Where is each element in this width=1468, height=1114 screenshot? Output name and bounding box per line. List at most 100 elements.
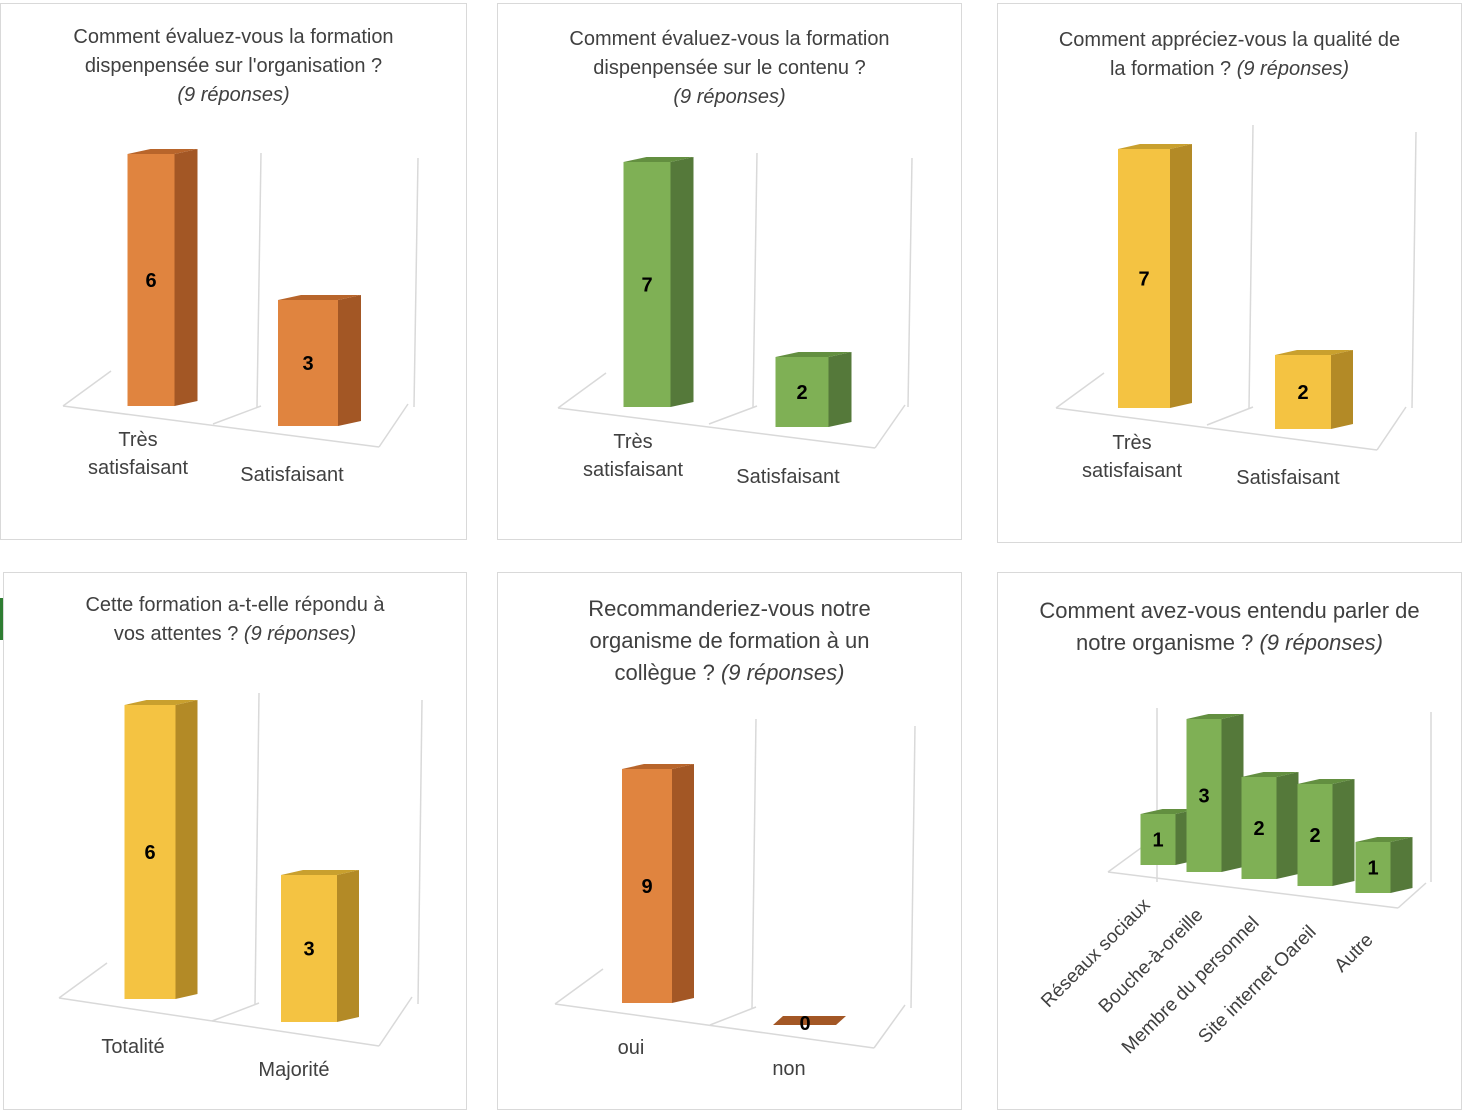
data-label: 0 [799,1013,810,1035]
chart-title-responses: (9 réponses) [720,659,845,685]
bar-top [1241,772,1299,777]
chart-title-text: Recommanderiez-vous notre organisme de f… [588,596,871,685]
back-gridline [751,718,757,1009]
floor-right-edge [1397,882,1427,909]
floor-right-edge [378,996,413,1047]
chart-title-text: Comment évaluez-vous la formation dispen… [569,28,890,79]
chart-title-text: Comment évaluez-vous la formation dispen… [73,26,394,77]
bar-top [124,700,198,705]
category-label: Satisfaisant [240,464,344,486]
bar-side [1170,144,1192,408]
floor-left-edge [62,370,112,407]
bar-1 [278,295,361,426]
chart-title-responses: (9 réponses) [673,86,786,108]
category-label: Totalité [101,1036,164,1058]
bar-0 [623,157,694,407]
chart-title: Recommanderiez-vous notre organisme de f… [508,593,951,689]
bar-0 [127,149,198,406]
back-gridline [254,692,260,1005]
bar-front [124,705,176,999]
category-label: oui [618,1037,645,1059]
data-label: 6 [145,270,156,292]
bar-chart-qualite: 7 2 Très satisfaisant Satisfaisant [1055,124,1417,489]
bar-front [1140,814,1176,865]
bar-1 [773,1016,846,1025]
floor-divider [212,405,262,425]
chart-title: Comment appréciez-vous la qualité de la … [1008,26,1451,84]
bar-1 [1186,714,1244,872]
category-label: satisfaisant [583,459,683,481]
bar-top [1355,837,1413,842]
chart-title-responses: (9 réponses) [1259,629,1383,655]
bar-side [828,352,852,427]
back-gridline [910,725,916,1009]
floor-front-edge [62,405,380,448]
bar-top [281,870,359,875]
floor-left-edge [1055,372,1105,409]
chart-title: Comment avez-vous entendu parler de notr… [1008,595,1451,659]
bar-side [1390,837,1413,893]
bar-front [622,769,672,1003]
bar-3 [1297,779,1355,886]
floor-divider [708,405,758,425]
category-label: Très [613,431,652,453]
back-gridline [417,699,423,1005]
bar-1 [775,352,852,427]
category-label: Autre [1331,930,1378,977]
bar-side [1331,350,1353,429]
bar-chart-organisation: 6 3 Très satisfaisant Satisfaisant [62,149,419,486]
bar-top [1118,144,1192,149]
bar-front [281,875,337,1022]
bar-2 [1241,772,1299,879]
chart-title-text: Comment appréciez-vous la qualité de la … [1058,29,1401,80]
bar-chart-recommandation: 9 0 oui non [554,718,916,1080]
bar-side [670,157,694,407]
edge-marker [0,598,3,640]
chart-title-responses: (9 réponses) [243,623,357,645]
floor-front-edge [554,1003,875,1049]
bar-front [278,300,338,426]
floor-divider [709,1006,757,1026]
floor-right-edge [378,403,409,448]
bar-top [1186,714,1244,719]
chart-title: Cette formation a-t-elle répondu à vos a… [14,591,456,649]
data-label: 9 [641,876,652,898]
category-label: Majorité [258,1059,329,1081]
bar-front [775,357,829,427]
back-gridline [413,157,419,408]
data-label: 1 [1367,858,1378,880]
bar-top [623,157,694,162]
chart-title-text: Comment avez-vous entendu parler de notr… [1039,598,1420,655]
bar-front [1241,777,1277,879]
data-label: 1 [1152,830,1163,852]
data-label: 3 [303,939,314,961]
bar-front [1118,149,1170,408]
bar-side [1276,772,1299,879]
back-gridline [907,157,913,408]
bar-side [1332,779,1355,886]
bar-top [278,295,361,300]
bar-side [672,764,694,1003]
bar-front [1297,784,1333,886]
chart-panel-recommandation: Recommanderiez-vous notre organisme de f… [497,572,962,1110]
category-label: Réseaux sociaux [1037,894,1155,1012]
bar-top [622,764,694,769]
bar-1 [281,870,359,1022]
bar-0 [124,700,198,999]
bar-top [1140,809,1198,814]
floor-right-edge [1376,406,1407,451]
category-label: satisfaisant [1082,460,1182,482]
back-gridline [752,152,758,408]
chart-title-text: Cette formation a-t-elle répondu à vos a… [85,594,385,645]
category-label: non [772,1058,805,1080]
category-label: Très [1112,432,1151,454]
category-label: Satisfaisant [1236,467,1340,489]
floor-right-edge [874,404,906,449]
bar-zero [773,1016,846,1025]
chart-panel-qualite: Comment appréciez-vous la qualité de la … [997,3,1462,543]
bar-front [623,162,671,407]
back-gridline [1411,131,1417,409]
data-label: 2 [1253,818,1264,840]
chart-title: Comment évaluez-vous la formation dispen… [508,25,951,112]
